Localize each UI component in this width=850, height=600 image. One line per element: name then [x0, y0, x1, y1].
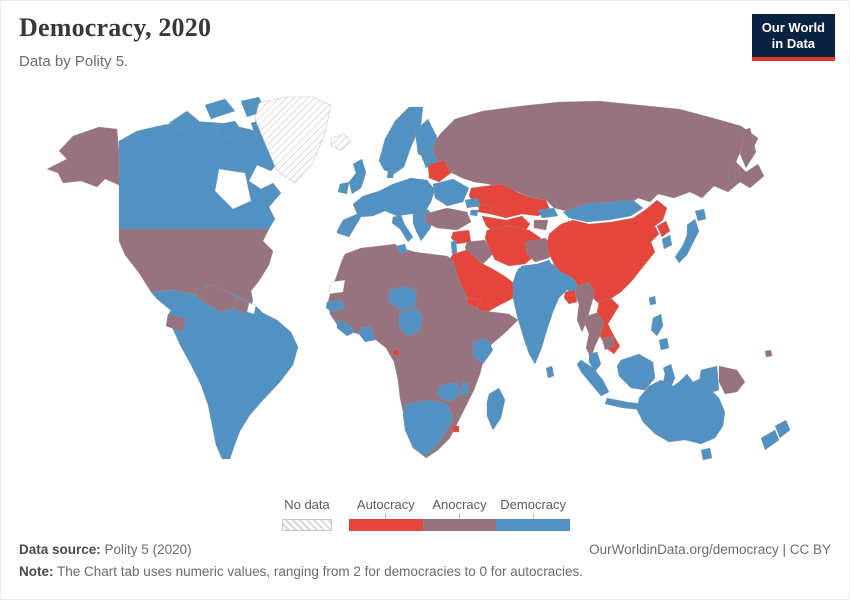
country-indonesia-borneo[interactable]: [616, 353, 656, 391]
hudson-bay: [214, 168, 252, 210]
country-eswatini[interactable]: [452, 425, 460, 433]
country-western-sahara[interactable]: [328, 279, 346, 295]
region-sierra-leone-liberia[interactable]: [336, 319, 356, 337]
data-source-label: Data source:: [19, 542, 101, 557]
country-denmark[interactable]: [386, 169, 395, 179]
country-malawi[interactable]: [460, 381, 470, 397]
country-kenya[interactable]: [472, 337, 494, 365]
country-cambodia[interactable]: [601, 335, 616, 351]
country-israel-lebanon[interactable]: [450, 239, 458, 255]
country-canada[interactable]: [118, 120, 302, 230]
legend-bin-autocracy[interactable]: Autocracy: [349, 497, 423, 531]
country-papua-new-guinea[interactable]: [718, 365, 746, 395]
country-ukraine[interactable]: [432, 178, 470, 207]
note-line: Note: The Chart tab uses numeric values,…: [19, 564, 583, 579]
country-japan[interactable]: [674, 218, 700, 264]
legend-bin-democracy[interactable]: Democracy: [496, 497, 570, 531]
country-georgia[interactable]: [464, 197, 481, 209]
world-map: [1, 87, 849, 489]
country-kyrgyzstan[interactable]: [537, 207, 559, 219]
country-fiji[interactable]: [764, 349, 773, 358]
legend-no-data-label: No data: [284, 497, 330, 512]
country-canada-arctic-1[interactable]: [168, 110, 200, 132]
country-belarus[interactable]: [427, 159, 452, 183]
country-mongolia[interactable]: [562, 199, 644, 223]
democracy-swatch: [496, 519, 570, 531]
legend-tick: [423, 513, 497, 519]
country-malaysia[interactable]: [588, 351, 602, 373]
country-iceland[interactable]: [330, 133, 352, 151]
autocracy-swatch: [349, 519, 423, 531]
country-australia-tasmania[interactable]: [700, 447, 713, 461]
note-label: Note:: [19, 564, 54, 579]
country-russia-sakhalin[interactable]: [727, 161, 737, 187]
legend-tick: [496, 513, 570, 519]
country-italy[interactable]: [391, 214, 414, 243]
country-armenia[interactable]: [469, 209, 479, 217]
credit-link[interactable]: OurWorldinData.org/democracy | CC BY: [589, 542, 831, 557]
country-iran[interactable]: [484, 225, 542, 267]
legend-tick: [349, 513, 423, 519]
country-philippines-south[interactable]: [658, 337, 670, 351]
country-bangladesh[interactable]: [563, 289, 578, 305]
logo-line1: Our World: [761, 20, 825, 35]
country-niger[interactable]: [388, 285, 418, 311]
country-philippines[interactable]: [650, 313, 664, 337]
legend-bin-anocracy[interactable]: Anocracy: [422, 497, 497, 531]
country-eritrea[interactable]: [466, 297, 482, 309]
legend-label-anocracy: Anocracy: [432, 497, 487, 512]
anocracy-swatch: [422, 519, 497, 531]
country-ecuador[interactable]: [165, 313, 187, 333]
country-finland[interactable]: [414, 118, 438, 160]
legend-label-autocracy: Autocracy: [356, 497, 415, 512]
country-usa-alaska[interactable]: [46, 126, 120, 188]
logo-line2: in Data: [771, 35, 816, 51]
country-azerbaijan[interactable]: [477, 203, 493, 215]
country-sri-lanka[interactable]: [545, 365, 555, 379]
country-guyana[interactable]: [232, 297, 250, 315]
page-title: Democracy, 2020: [19, 13, 212, 42]
country-suriname[interactable]: [246, 302, 257, 315]
country-ireland[interactable]: [337, 181, 350, 195]
owid-logo[interactable]: Our World in Data: [751, 14, 835, 62]
legend-no-data[interactable]: No data: [282, 497, 332, 531]
country-india[interactable]: [512, 263, 580, 365]
country-greenland[interactable]: [254, 96, 332, 184]
country-south-korea[interactable]: [661, 234, 673, 250]
note-value: The Chart tab uses numeric values, rangi…: [57, 564, 584, 579]
country-myanmar[interactable]: [574, 281, 596, 333]
region-western-europe[interactable]: [336, 177, 436, 238]
country-taiwan[interactable]: [648, 295, 657, 306]
country-madagascar[interactable]: [486, 387, 506, 431]
world-map-svg: [46, 96, 791, 461]
country-zambia[interactable]: [436, 381, 462, 403]
country-indonesia-sumatra[interactable]: [576, 359, 610, 397]
region-southern-africa[interactable]: [402, 399, 454, 457]
country-canada-arctic-4[interactable]: [214, 120, 244, 140]
country-russia-kamchatka[interactable]: [737, 127, 757, 169]
country-new-zealand-south[interactable]: [760, 429, 780, 451]
country-north-korea[interactable]: [656, 220, 671, 238]
country-equatorial-guinea[interactable]: [392, 349, 400, 356]
region-south-america[interactable]: [168, 284, 299, 460]
legend-label-democracy: Democracy: [500, 497, 567, 512]
map-legend: No data Autocracy Anocracy Democracy: [282, 497, 570, 531]
country-canada-arctic-2[interactable]: [204, 98, 236, 120]
country-nigeria[interactable]: [398, 307, 424, 337]
country-turkey[interactable]: [424, 207, 472, 231]
country-ghana[interactable]: [358, 325, 376, 343]
legend-bins: Autocracy Anocracy Democracy: [349, 497, 570, 531]
country-japan-hokkaido[interactable]: [694, 208, 707, 222]
page-subtitle: Data by Polity 5.: [19, 53, 129, 70]
country-united-kingdom[interactable]: [348, 158, 367, 195]
country-tunisia[interactable]: [396, 243, 408, 255]
no-data-swatch: [282, 519, 332, 531]
country-senegal[interactable]: [325, 299, 346, 313]
country-australia[interactable]: [636, 373, 726, 445]
data-source-line: Data source: Polity 5 (2020): [19, 542, 192, 557]
data-source-value: Polity 5 (2020): [104, 542, 192, 557]
country-tajikistan[interactable]: [533, 219, 549, 231]
country-new-zealand-north[interactable]: [774, 419, 791, 439]
